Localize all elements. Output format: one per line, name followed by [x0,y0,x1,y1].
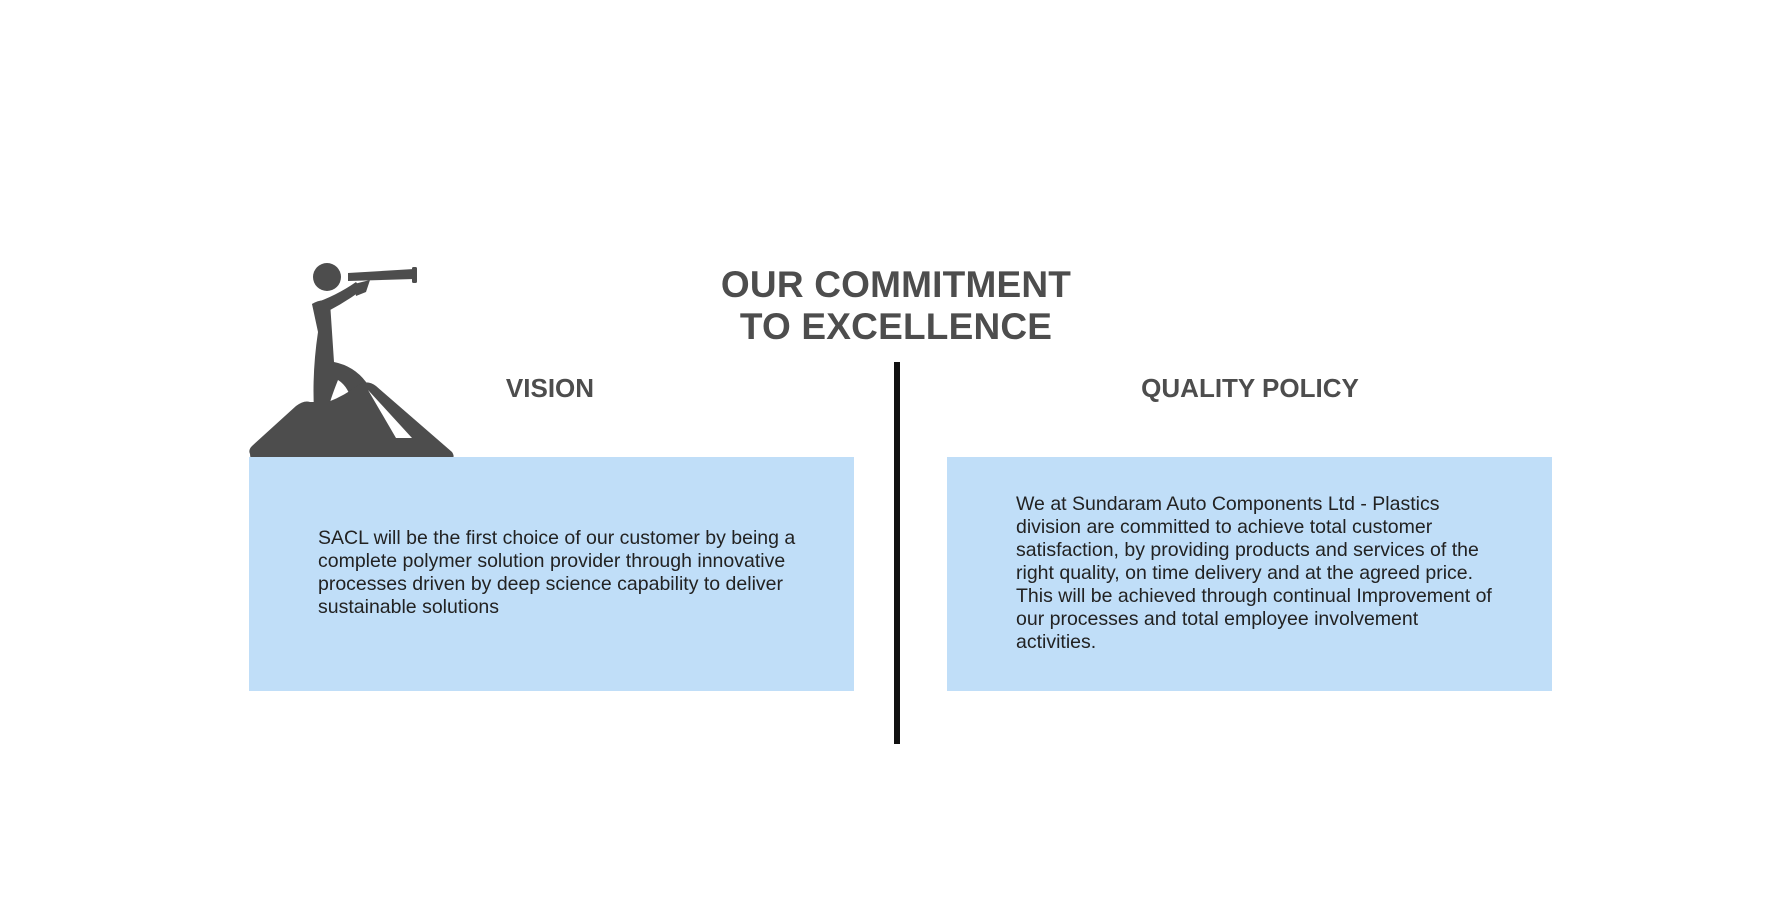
quality-policy-text: We at Sundaram Auto Components Ltd - Pla… [1016,493,1492,653]
quality-policy-heading: QUALITY POLICY [1141,373,1359,403]
vision-heading: VISION [505,373,595,403]
quality-policy-card: We at Sundaram Auto Components Ltd - Pla… [947,457,1552,691]
page-title-line-1: OUR COMMITMENT [720,264,1072,305]
vision-text: SACL will be the first choice of our cus… [318,527,796,618]
page-title-line-2: TO EXCELLENCE [739,306,1053,347]
person-with-telescope-icon [249,263,454,460]
page-title: OUR COMMITMENT TO EXCELLENCE [646,264,1146,348]
section-divider [894,362,900,744]
vision-card: SACL will be the first choice of our cus… [249,457,854,691]
